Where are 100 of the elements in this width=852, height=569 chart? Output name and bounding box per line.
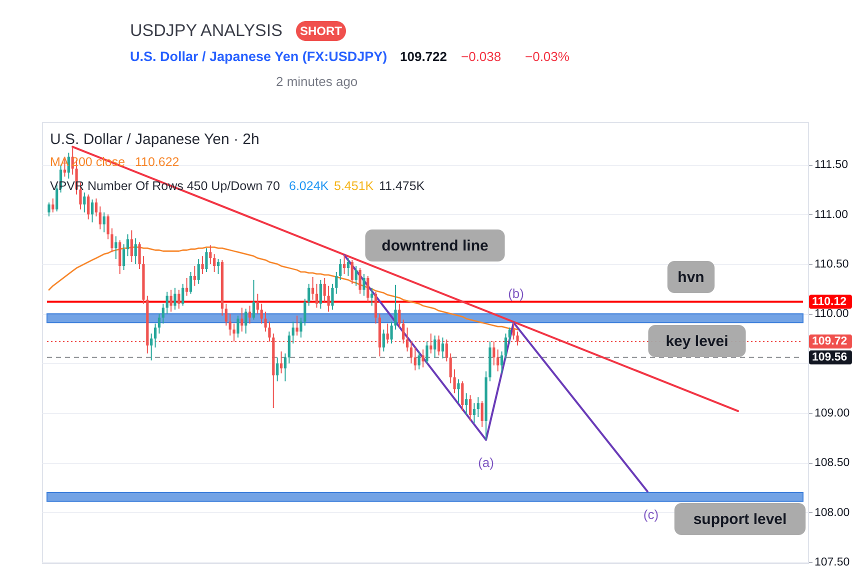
y-tick-label: 110.50: [814, 258, 849, 271]
candlestick: [468, 394, 472, 422]
candlestick: [358, 268, 362, 294]
y-tick-label: 108.00: [814, 506, 850, 519]
candlestick: [410, 341, 413, 364]
candlestick: [418, 350, 420, 370]
candlestick: [213, 254, 216, 272]
candlestick: [94, 198, 98, 217]
chart-title: USDJPY ANALYSIS: [130, 21, 282, 40]
ref-line-label: 109.72: [812, 336, 848, 348]
candlestick: [441, 337, 444, 359]
candlestick: [201, 256, 204, 274]
candlestick: [331, 283, 334, 310]
annotation: 11.475K: [379, 179, 426, 193]
candlestick: [110, 228, 114, 253]
candlestick: [382, 329, 385, 352]
candlestick: [414, 346, 416, 371]
candlestick: [512, 322, 515, 340]
chart-subtitle: U.S. Dollar / Japanese Yen (FX:USDJPY): [130, 49, 388, 64]
candlestick: [370, 287, 374, 306]
candlestick: [182, 283, 184, 306]
candlestick: [106, 214, 110, 240]
text: SHORT: [300, 24, 343, 38]
candlestick: [434, 335, 436, 358]
text: 2 minutes ago: [276, 74, 358, 89]
line-series: [343, 254, 648, 492]
candlestick: [500, 350, 504, 374]
annotation: downtrend line: [382, 238, 488, 254]
candlestick: [422, 348, 424, 368]
candlestick: [315, 283, 318, 308]
candlestick: [308, 283, 310, 306]
ref-line-label: 110.12: [812, 296, 847, 308]
y-tick-label: 109.00: [814, 408, 850, 420]
y-tick-label: 110.00: [814, 308, 849, 320]
text: −0.038: [461, 49, 502, 64]
annotation: (c): [643, 507, 659, 522]
candlestick: [354, 266, 358, 286]
candlestick: [465, 392, 468, 416]
candlestick: [102, 212, 106, 233]
candlestick: [52, 198, 54, 213]
candlestick: [126, 234, 130, 257]
candlestick: [476, 396, 480, 418]
y-tick-label: 108.50: [814, 457, 850, 470]
candlestick: [366, 275, 370, 302]
candlestick: [472, 402, 476, 424]
candlestick: [453, 368, 456, 394]
annotation: 6.024K: [289, 179, 330, 193]
text: 109.722: [400, 49, 447, 64]
candlestick: [346, 258, 350, 276]
candlestick: [496, 348, 500, 372]
candlestick: [394, 284, 397, 330]
annotation: support level: [693, 511, 787, 528]
candlestick: [461, 380, 464, 412]
candlestick: [292, 321, 294, 344]
candlestick: [114, 236, 118, 260]
candlestick: [205, 248, 208, 272]
candlestick: [284, 352, 287, 382]
candlestick: [323, 277, 326, 302]
text: −0.03%: [525, 49, 570, 64]
y-tick-label: 107.50: [814, 556, 850, 569]
candlestick: [122, 244, 126, 270]
candlestick: [189, 271, 192, 294]
annotation: 5.451K: [334, 179, 374, 193]
candlestick: [166, 291, 168, 314]
candlestick: [193, 266, 196, 286]
candlestick: [134, 238, 137, 265]
candlestick: [150, 333, 153, 361]
candlestick: [174, 287, 176, 310]
y-tick-label: 111.00: [814, 208, 848, 221]
candlestick: [170, 289, 172, 312]
candlestick: [130, 230, 133, 263]
candlestick: [118, 240, 122, 274]
candlestick: [197, 258, 200, 284]
candlestick: [319, 279, 322, 310]
annotation: hvn: [678, 269, 704, 286]
candlestick: [178, 289, 180, 310]
candlestick: [426, 341, 428, 364]
annotation: (a): [478, 455, 494, 470]
candlestick: [216, 258, 220, 274]
annotation: key levei: [666, 333, 728, 350]
candlestick: [335, 271, 338, 294]
candlestick: [138, 242, 141, 270]
candlestick: [449, 352, 452, 384]
candlestick: [457, 378, 460, 404]
candlestick: [48, 202, 50, 217]
candlestick: [327, 285, 330, 312]
candlestick: [350, 260, 354, 284]
candlestick: [98, 206, 102, 230]
candlestick: [339, 258, 342, 280]
candlestick: [390, 321, 393, 344]
candlestick: [342, 254, 346, 274]
y-tick-label: 111.50: [814, 159, 848, 172]
candlestick: [256, 293, 259, 314]
candlestick: [83, 192, 86, 213]
candlestick: [154, 323, 157, 348]
annotation: (b): [508, 286, 524, 301]
candlestick: [209, 244, 212, 265]
candlestick: [480, 400, 484, 428]
candlestick: [252, 279, 256, 320]
candlestick: [87, 194, 90, 220]
